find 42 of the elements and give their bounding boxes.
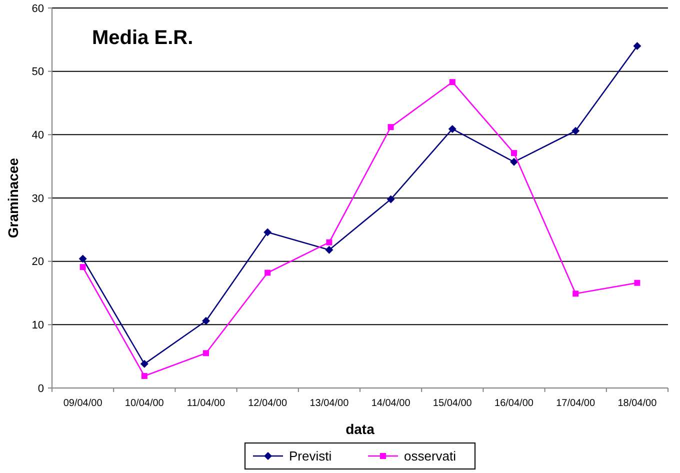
point: [202, 316, 210, 325]
point: [141, 372, 148, 379]
y-tick-label: 0: [38, 382, 44, 395]
point: [264, 270, 271, 276]
x-tick-label: 10/04/00: [124, 398, 164, 409]
point: [572, 290, 579, 297]
point: [572, 126, 580, 135]
point: [510, 158, 518, 166]
point: [326, 239, 332, 246]
point: [80, 264, 86, 270]
y-tick-label: 40: [32, 130, 44, 142]
x-axis-title: data: [346, 421, 375, 437]
x-tick-label: 12/04/00: [248, 398, 288, 409]
point: [140, 360, 148, 368]
x-tick-label: 11/04/00: [186, 398, 226, 409]
point: [325, 246, 334, 254]
x-tick-label: 16/04/00: [494, 398, 534, 409]
point: [388, 124, 394, 130]
y-tick-label: 50: [32, 66, 44, 78]
y-tick-label: 10: [32, 320, 44, 332]
x-tick-label: 15/04/00: [432, 398, 472, 409]
point: [386, 195, 395, 204]
point: [448, 124, 456, 133]
point: [633, 42, 642, 50]
legend-label: Previsti: [289, 448, 332, 464]
point: [264, 228, 272, 236]
point: [634, 280, 640, 286]
y-axis-title: Graminacee: [5, 158, 21, 238]
x-tick-label: 13/04/00: [310, 398, 350, 409]
point: [78, 254, 87, 263]
y-tick-label: 60: [32, 2, 44, 15]
y-tick-label: 30: [32, 192, 44, 205]
x-tick-label: 14/04/00: [371, 398, 411, 409]
point: [449, 79, 456, 86]
y-tick-label: 20: [32, 256, 44, 268]
text: Media E.R.: [92, 27, 194, 49]
x-tick-label: 09/04/00: [63, 398, 103, 409]
point: [203, 350, 209, 356]
x-tick-label: 18/04/00: [618, 398, 658, 409]
point: [511, 150, 517, 156]
x-tick-label: 17/04/00: [556, 398, 596, 409]
legend-label: osservati: [404, 448, 456, 464]
